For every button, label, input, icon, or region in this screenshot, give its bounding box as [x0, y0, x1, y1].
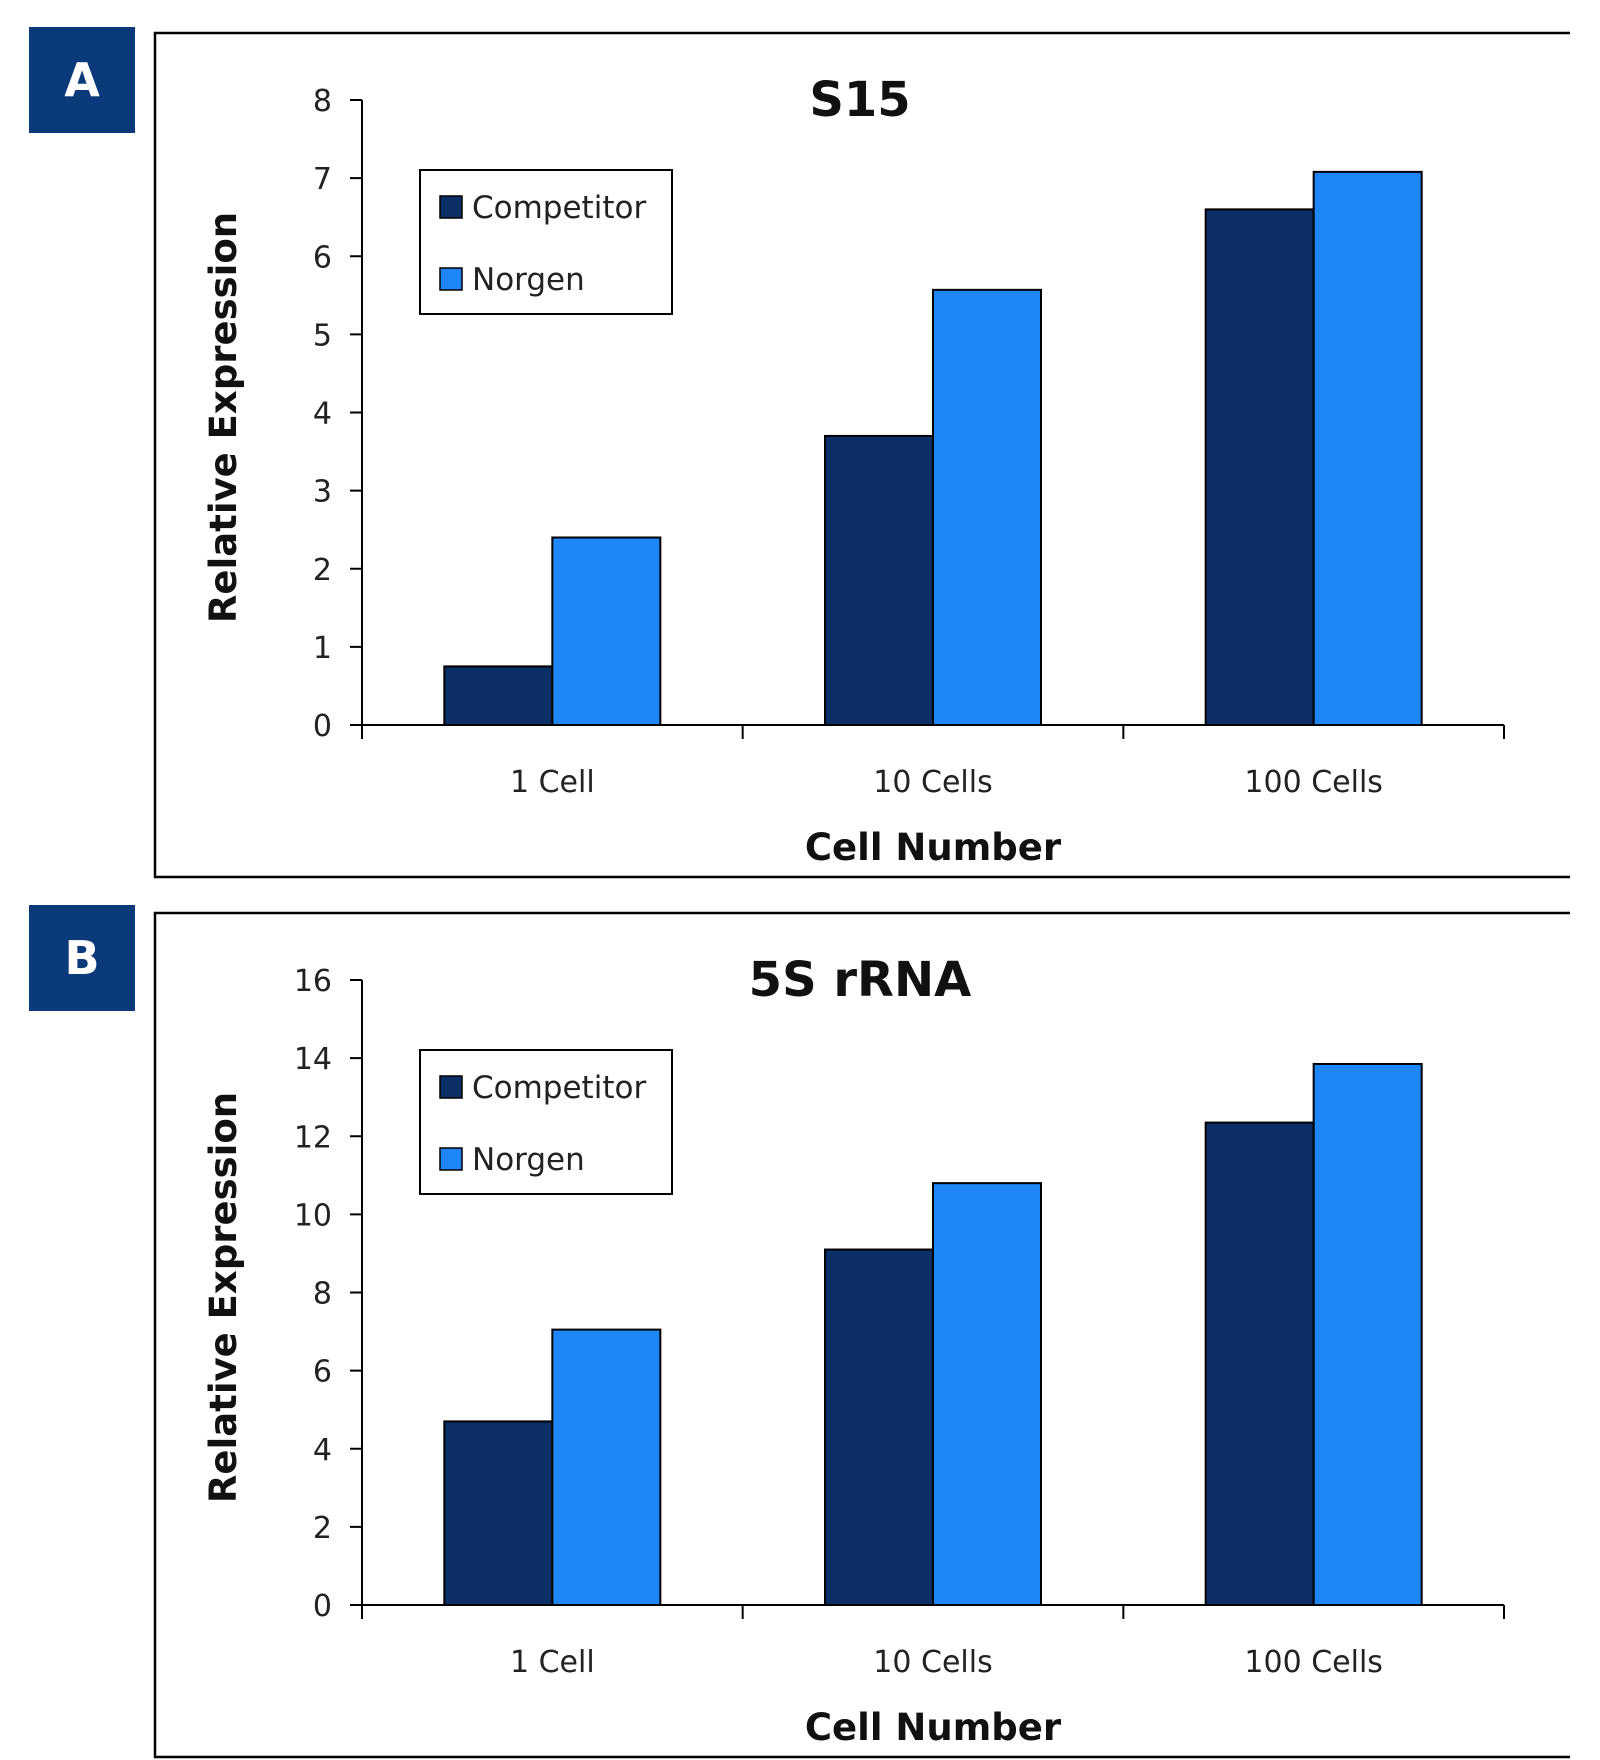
chart-b-y-tick-label: 0	[313, 1589, 332, 1624]
chart-a-bar-norgen	[551, 536, 662, 726]
chart-b-bar-norgen	[1312, 1062, 1423, 1606]
chart-a-y-tick-label: 6	[313, 240, 332, 275]
chart-a-y-tick-label: 2	[313, 553, 332, 588]
chart-b-bar-competitor	[824, 1248, 934, 1606]
chart-b-y-tick-label: 14	[294, 1042, 332, 1077]
chart-a-bar-norgen	[1312, 170, 1423, 726]
chart-b-y-tick-label: 16	[294, 964, 332, 999]
chart-a-bar-competitor	[1204, 208, 1315, 726]
chart-b-y-tick-label: 12	[294, 1120, 332, 1155]
chart-b-y-tick-label: 10	[294, 1198, 332, 1233]
chart-b-y-tick-label: 4	[313, 1433, 332, 1468]
chart-b-legend-label-norgen: Norgen	[472, 1142, 585, 1178]
chart-b-legend-label-competitor: Competitor	[472, 1070, 646, 1106]
chart-a-legend-swatch-norgen	[439, 267, 463, 291]
chart-a-y-tick-label: 3	[313, 475, 332, 510]
chart-a: 0 1 2 3 4 5 6 7 8 1 Cell 10 Cells 100 Cells S15 Cell …	[153, 31, 1570, 879]
chart-a-legend-label-competitor: Competitor	[472, 190, 646, 226]
chart-b-y-tick-label: 8	[313, 1277, 332, 1312]
chart-b-y-axis-title: Relative Expression	[202, 1092, 245, 1503]
chart-b-x-tick-label: 1 Cell	[510, 1645, 595, 1680]
chart-b-legend-swatch-competitor	[439, 1075, 463, 1099]
chart-a-y-tick-label: 8	[313, 84, 332, 119]
chart-b-bar-competitor	[1204, 1121, 1315, 1606]
chart-a-frame	[153, 31, 1570, 879]
chart-b: 0 2 4 6 8 10 12 14 16 1 Cell 10 Cells 100 Cells 5S r…	[153, 911, 1570, 1759]
panel-label-a: A	[29, 27, 135, 133]
chart-a-x-axis-title: Cell Number	[805, 826, 1062, 869]
chart-b-x-tick-label: 100 Cells	[1244, 1645, 1383, 1680]
chart-a-x-tick-label: 10 Cells	[873, 765, 992, 800]
chart-b-y-tick-label: 6	[313, 1355, 332, 1390]
panel-label-b: B	[29, 905, 135, 1011]
chart-a-y-tick-label: 0	[313, 709, 332, 744]
chart-a-legend-swatch-competitor	[439, 195, 463, 219]
chart-a-bar-competitor	[824, 434, 934, 726]
chart-b-frame	[153, 911, 1570, 1759]
chart-b-bar-competitor	[443, 1420, 554, 1606]
chart-a-x-tick-label: 100 Cells	[1244, 765, 1383, 800]
chart-a-y-axis-title: Relative Expression	[202, 212, 245, 623]
chart-a-x-tick-label: 1 Cell	[510, 765, 595, 800]
chart-a-title: S15	[809, 72, 910, 128]
chart-a-y-tick-label: 4	[313, 397, 332, 432]
chart-b-y-tick-label: 2	[313, 1511, 332, 1546]
chart-b-legend-swatch-norgen	[439, 1147, 463, 1171]
chart-b-x-tick-label: 10 Cells	[873, 1645, 992, 1680]
chart-a-legend-label-norgen: Norgen	[472, 262, 585, 298]
chart-a-y-tick-label: 1	[313, 631, 332, 666]
chart-b-title: 5S rRNA	[749, 952, 972, 1008]
chart-b-bar-norgen	[551, 1328, 662, 1606]
chart-a-bar-norgen	[932, 288, 1042, 726]
chart-a-y-tick-label: 5	[313, 318, 332, 353]
chart-b-bar-norgen	[932, 1182, 1042, 1606]
chart-a-y-tick-label: 7	[313, 162, 332, 197]
chart-b-x-axis-title: Cell Number	[805, 1706, 1062, 1749]
chart-a-bar-competitor	[443, 665, 554, 726]
